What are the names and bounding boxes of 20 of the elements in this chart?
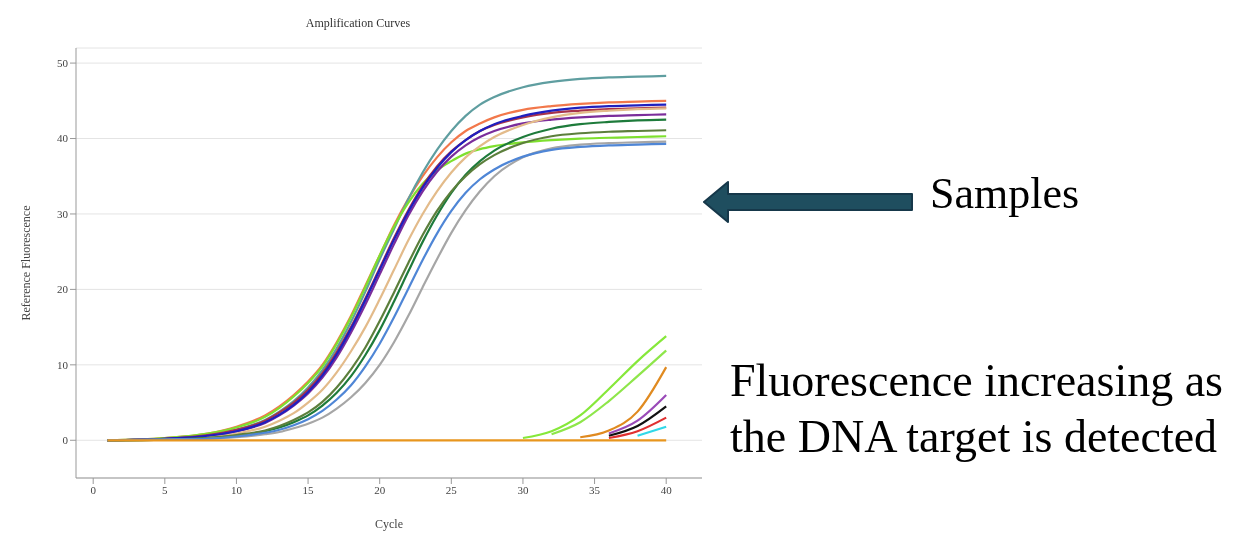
x-tick-label: 30 xyxy=(517,483,529,496)
x-axis-title: Cycle xyxy=(375,517,403,531)
y-tick-label: 20 xyxy=(57,283,69,296)
x-tick-label: 10 xyxy=(230,483,243,496)
x-tick-label: 25 xyxy=(445,483,458,496)
y-tick-label: 10 xyxy=(57,358,69,371)
chart-title: Amplification Curves xyxy=(304,16,412,31)
x-tick-label: 5 xyxy=(162,483,169,496)
y-tick-label: 30 xyxy=(57,207,69,220)
y-tick-label: 50 xyxy=(57,56,69,69)
x-tick-label: 15 xyxy=(302,483,315,496)
text: Samples xyxy=(930,168,1080,219)
x-tick-label: 35 xyxy=(589,483,601,496)
text: Fluorescence increasing as the DNA target is detected xyxy=(730,354,1225,464)
y-tick-label: 40 xyxy=(57,132,69,145)
y-tick-label: 0 xyxy=(62,434,69,447)
y-axis-title: Reference Fluorescence xyxy=(19,205,34,321)
x-tick-label: 40 xyxy=(660,483,673,496)
x-tick-label: 20 xyxy=(374,483,386,496)
x-tick-label: 0 xyxy=(90,483,97,496)
